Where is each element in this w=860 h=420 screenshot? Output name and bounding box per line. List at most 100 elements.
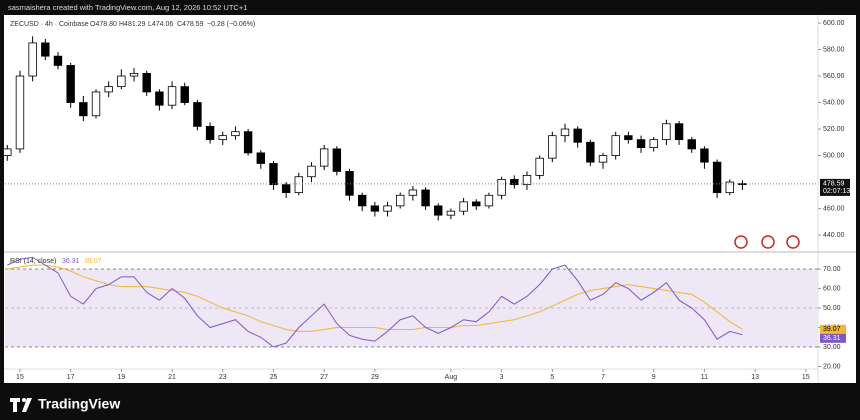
candle-body (510, 178, 519, 186)
brand: TradingView (38, 396, 120, 412)
candle-body (497, 178, 506, 196)
header-text: sasmaishera created with TradingView.com… (8, 3, 247, 12)
candle-body (357, 194, 367, 207)
last-price-label: 478.59 (823, 181, 845, 188)
y-tick-label: 520.00 (823, 126, 845, 133)
candle-body (459, 201, 468, 212)
candle-body (180, 86, 189, 103)
candle-body (117, 75, 126, 88)
y-tick-label: 70.00 (823, 266, 841, 273)
candle-body (15, 75, 25, 150)
candle-body (700, 148, 709, 163)
x-tick-label: 27 (320, 374, 328, 381)
candle-body (345, 171, 354, 196)
candle-body (28, 42, 37, 77)
candle-body (598, 155, 608, 163)
y-tick-label: 580.00 (823, 46, 845, 53)
x-tick-label: 19 (117, 374, 125, 381)
candle-body (41, 42, 50, 57)
x-tick-label: 23 (219, 374, 227, 381)
x-tick-label: Aug (445, 374, 458, 381)
candle-body (319, 148, 329, 167)
candle-body (611, 135, 620, 156)
candle-body (142, 72, 151, 93)
ohlc-readout: −0.28 (−0.06%) (207, 21, 255, 28)
y-tick-label: 540.00 (823, 99, 845, 106)
x-tick-label: 15 (802, 374, 810, 381)
candle-body (484, 194, 494, 207)
logo-dot (22, 398, 26, 402)
candle-body (434, 205, 443, 216)
candle-body (91, 91, 101, 117)
rsi-readout: 36.31 (62, 258, 80, 265)
x-tick-label: 7 (601, 374, 605, 381)
candle-body (573, 128, 582, 143)
rsi-line (7, 256, 743, 348)
candle-body (446, 210, 456, 216)
candle-body (472, 201, 481, 207)
rsi-line (7, 264, 743, 332)
candle-body (269, 163, 278, 186)
x-tick-label: 11 (701, 374, 708, 381)
candle-body (396, 194, 405, 207)
candle-body (624, 135, 633, 141)
event-flag[interactable] (761, 235, 775, 249)
y-tick-label: 20.00 (823, 363, 841, 370)
candle-body (738, 183, 747, 186)
candle-body (408, 189, 418, 196)
candle-body (104, 86, 113, 93)
candle-body (370, 205, 380, 212)
footer-logo (10, 398, 32, 412)
y-tick-label: 60.00 (823, 285, 841, 292)
candle-body (649, 139, 658, 148)
candle-body (560, 128, 570, 137)
event-flag[interactable] (786, 235, 800, 249)
x-tick-label: 29 (371, 374, 379, 381)
candle-body (307, 165, 316, 178)
logo-mark (10, 398, 32, 412)
candle-body (193, 102, 202, 127)
candle-body (535, 157, 544, 176)
candle-body (548, 135, 557, 159)
y-tick-label: 50.00 (823, 305, 841, 312)
y-tick-label: 440.00 (823, 232, 845, 239)
candle-body (383, 205, 392, 212)
candle-body (231, 131, 240, 137)
candle-body (687, 139, 696, 150)
event-icons (734, 235, 800, 249)
candle-body (662, 123, 671, 141)
candle-body (205, 125, 215, 141)
candle-body (522, 175, 532, 186)
last-price-tag (820, 178, 850, 196)
candle-body (243, 131, 253, 154)
candle-body (218, 135, 227, 141)
x-tick-label: 3 (500, 374, 504, 381)
candle-body (3, 148, 12, 156)
candle-body (725, 181, 734, 194)
candle-body (332, 148, 342, 172)
x-tick-label: 21 (168, 374, 176, 381)
rsi-title: RSI (14, close) (10, 258, 56, 265)
ohlc-readout: H481.29 (119, 21, 146, 28)
x-tick-label: 17 (67, 374, 75, 381)
rsi-tag (820, 324, 846, 334)
candle-body (129, 72, 139, 77)
rsi-tag-label: 39.07 (823, 326, 841, 333)
rsi-readout: 39.07 (84, 258, 102, 265)
symbol-title: ZECUSD · 4h · Coinbase (10, 21, 89, 28)
y-tick-label: 500.00 (823, 152, 845, 159)
ohlc-readout: C478.59 (177, 21, 204, 28)
candle-body (712, 161, 722, 194)
candle-body (53, 55, 63, 66)
candle-body (256, 152, 265, 164)
y-tick-label: 30.00 (823, 344, 841, 351)
rsi-tag (820, 333, 846, 343)
event-flag[interactable] (734, 235, 748, 249)
candle-body (636, 139, 646, 148)
x-tick-label: 15 (16, 374, 24, 381)
rsi-tag-label: 36.31 (823, 335, 841, 342)
candle-body (294, 176, 304, 194)
y-tick-label: 460.00 (823, 205, 845, 212)
x-tick-label: 9 (652, 374, 656, 381)
